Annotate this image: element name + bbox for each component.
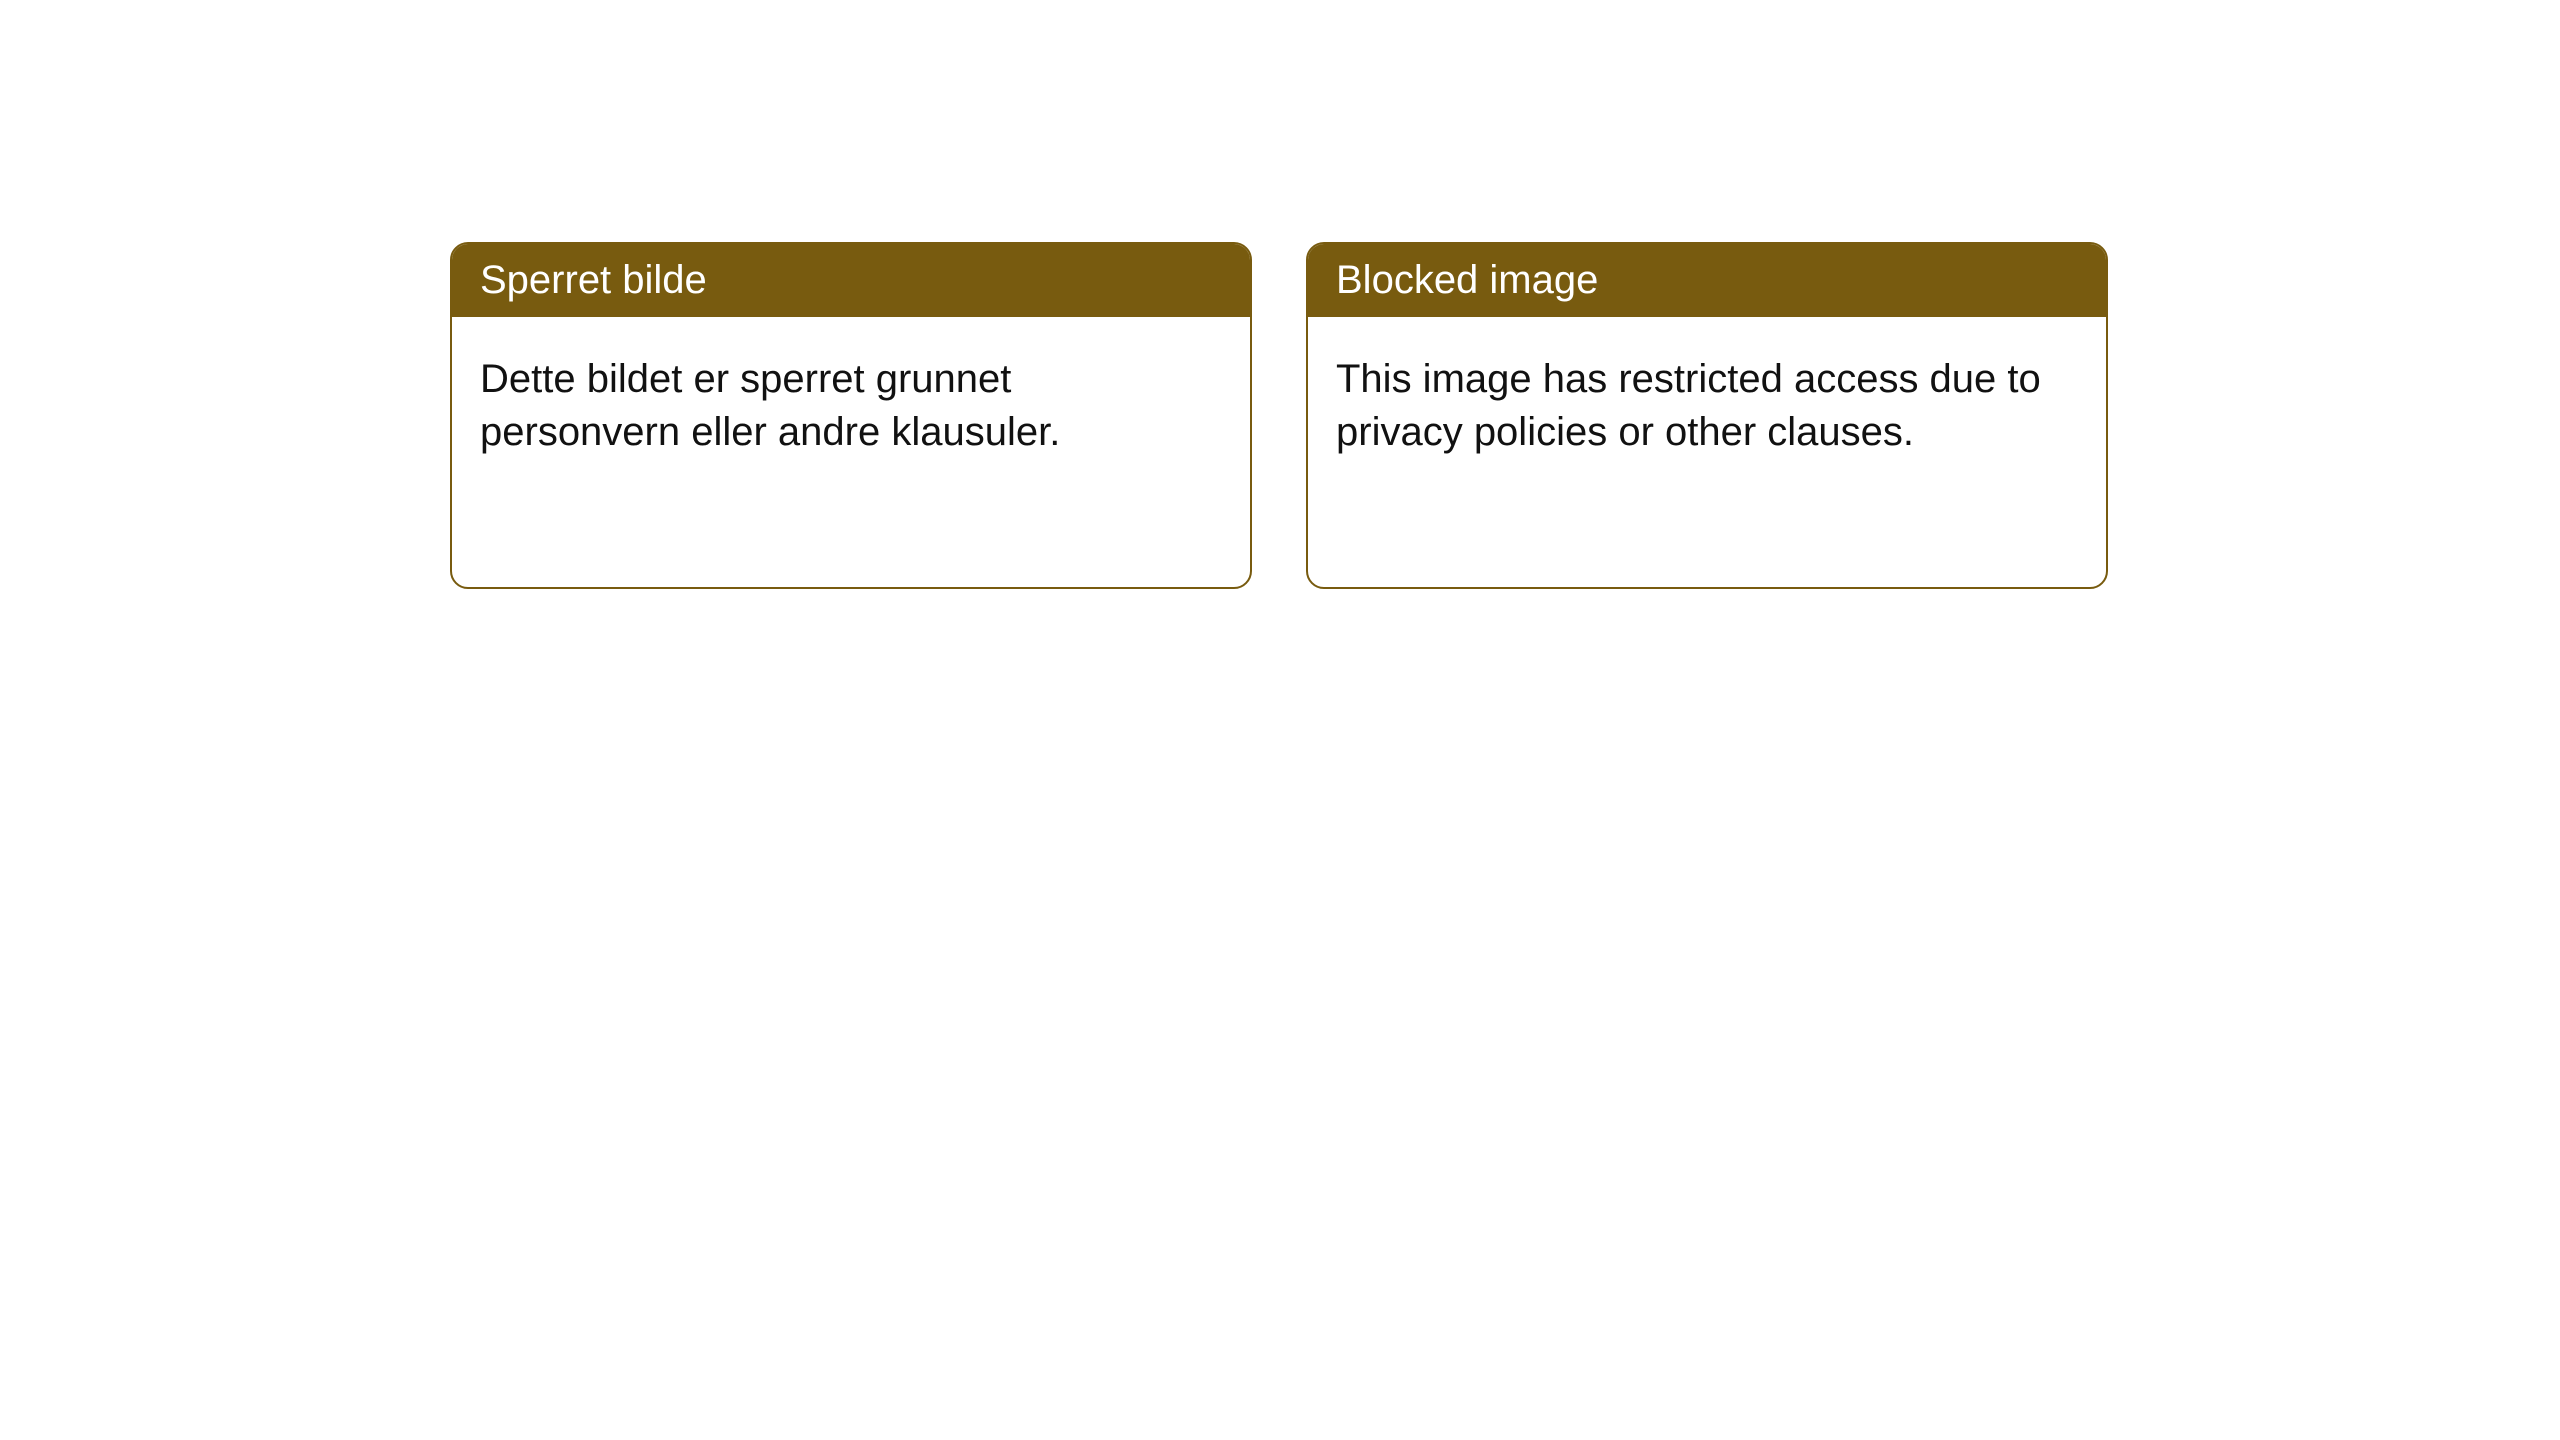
card-body: Dette bildet er sperret grunnet personve… bbox=[452, 317, 1250, 587]
card-header-title: Blocked image bbox=[1336, 258, 1598, 302]
card-header: Sperret bilde bbox=[452, 244, 1250, 317]
card-body-text: Dette bildet er sperret grunnet personve… bbox=[480, 357, 1060, 454]
card-header: Blocked image bbox=[1308, 244, 2106, 317]
notice-card-norwegian: Sperret bilde Dette bildet er sperret gr… bbox=[450, 242, 1252, 589]
card-body: This image has restricted access due to … bbox=[1308, 317, 2106, 587]
card-body-text: This image has restricted access due to … bbox=[1336, 357, 2041, 454]
notice-cards-container: Sperret bilde Dette bildet er sperret gr… bbox=[0, 0, 2560, 589]
notice-card-english: Blocked image This image has restricted … bbox=[1306, 242, 2108, 589]
card-header-title: Sperret bilde bbox=[480, 258, 707, 302]
